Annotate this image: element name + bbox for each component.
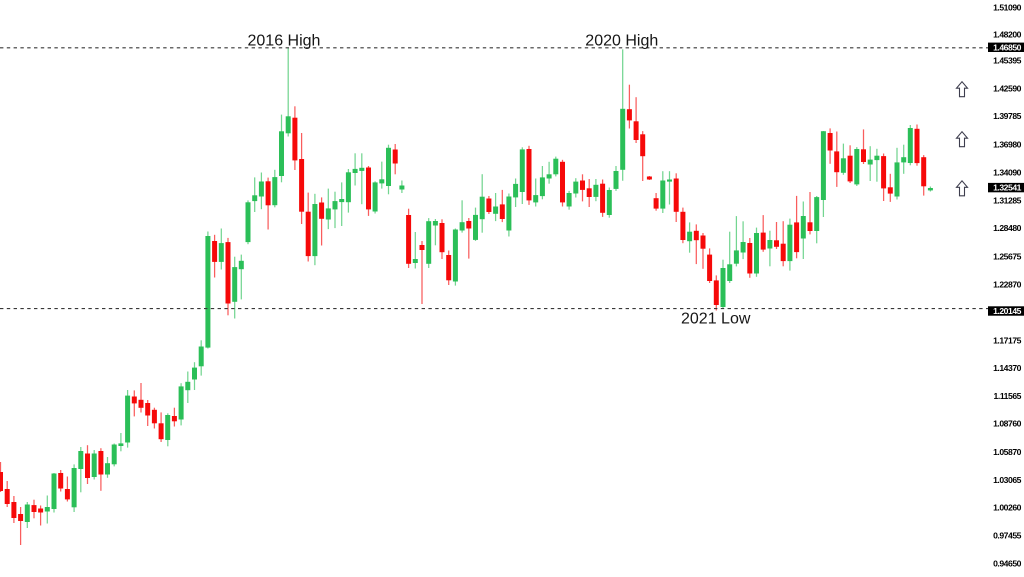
svg-text:0.94650: 0.94650 <box>993 559 1022 569</box>
svg-text:1.39785: 1.39785 <box>993 111 1022 121</box>
svg-text:1.28480: 1.28480 <box>993 223 1022 233</box>
svg-text:1.45395: 1.45395 <box>993 56 1022 66</box>
svg-text:1.00260: 1.00260 <box>993 503 1022 513</box>
svg-text:1.11565: 1.11565 <box>994 391 1022 401</box>
svg-text:1.48200: 1.48200 <box>993 30 1022 40</box>
svg-text:1.42590: 1.42590 <box>993 84 1022 94</box>
svg-text:1.22870: 1.22870 <box>993 280 1022 290</box>
svg-text:1.14370: 1.14370 <box>993 363 1022 373</box>
svg-text:2020 High: 2020 High <box>585 33 658 50</box>
svg-text:2021 Low: 2021 Low <box>681 311 751 328</box>
svg-text:1.36980: 1.36980 <box>993 139 1022 149</box>
svg-text:1.17175: 1.17175 <box>993 335 1022 345</box>
svg-text:1.34090: 1.34090 <box>993 168 1022 178</box>
svg-text:1.25675: 1.25675 <box>993 251 1022 261</box>
svg-text:1.31285: 1.31285 <box>993 196 1022 206</box>
svg-text:1.32541: 1.32541 <box>993 183 1022 193</box>
svg-text:1.51090: 1.51090 <box>993 3 1022 13</box>
svg-text:0.97455: 0.97455 <box>993 530 1022 540</box>
svg-text:1.46850: 1.46850 <box>993 42 1022 52</box>
svg-text:2016 High: 2016 High <box>248 33 321 50</box>
svg-text:1.20145: 1.20145 <box>993 306 1022 316</box>
svg-text:1.08760: 1.08760 <box>993 419 1022 429</box>
svg-text:1.03065: 1.03065 <box>993 475 1022 485</box>
svg-text:1.05870: 1.05870 <box>993 447 1022 457</box>
